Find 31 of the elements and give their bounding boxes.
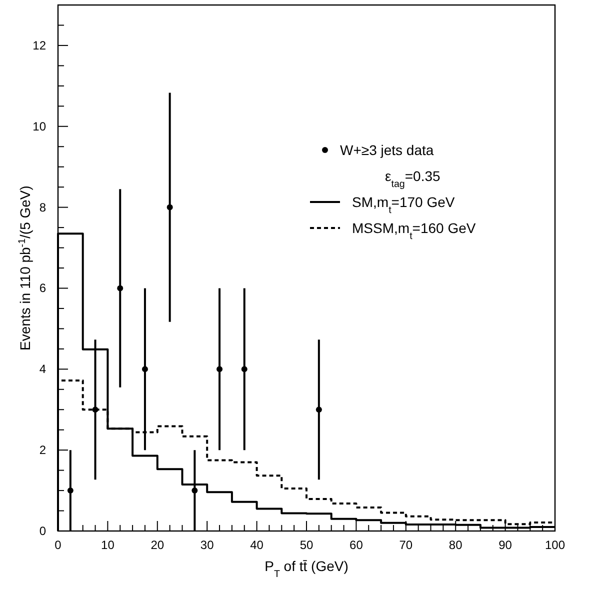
x-tick-label: 30 xyxy=(200,538,214,552)
point xyxy=(216,366,223,372)
x-axis-title: P$_{T}$ of tt̄ (GeV) xyxy=(264,558,348,580)
x-tick-label: 40 xyxy=(250,538,264,552)
x-tick-label: 10 xyxy=(101,538,115,552)
y-tick-label: 10 xyxy=(32,119,46,134)
y-tick-label: 2 xyxy=(39,443,46,458)
x-tick-label: 0 xyxy=(54,538,62,552)
point xyxy=(241,366,248,372)
x-tick-label: 100 xyxy=(544,538,566,552)
point xyxy=(67,488,74,494)
x-tick-label: 80 xyxy=(448,538,463,552)
y-tick-label: 6 xyxy=(39,281,46,296)
y-tick-label: 0 xyxy=(39,524,46,538)
point xyxy=(316,406,322,413)
point xyxy=(166,204,173,210)
annotation: ε$_{tag}$=0.35 xyxy=(385,168,441,190)
legend-label: SM,m$_{t}$=170 GeV xyxy=(352,194,456,216)
x-tick-label: 70 xyxy=(399,538,413,552)
legend-label: MSSM,m$_{t}$=160 GeV xyxy=(352,220,476,242)
y-tick-label: 4 xyxy=(39,362,46,376)
y-tick-label: 12 xyxy=(32,38,46,52)
x-tick-label: 90 xyxy=(498,538,512,552)
y-tick-label: 8 xyxy=(39,200,46,214)
x-tick-label: 50 xyxy=(300,538,314,552)
point xyxy=(192,488,198,494)
point xyxy=(117,285,124,292)
x-tick-label: 20 xyxy=(150,538,164,552)
legend-label: W+≥3 jets data xyxy=(340,142,434,158)
x-tick-label: 60 xyxy=(350,538,364,552)
point xyxy=(142,366,148,372)
